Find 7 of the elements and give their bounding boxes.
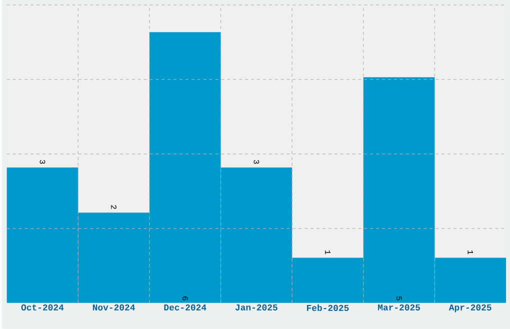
x-tick-label: Jan-2025: [235, 304, 278, 311]
x-tick-label: Feb-2025: [307, 304, 349, 312]
x-tick-label: Oct-2024: [21, 304, 64, 311]
x-tick-label: Mar-2025: [378, 304, 420, 311]
x-tick-label: Apr-2025: [448, 304, 492, 312]
x-tick-label: Nov-2024: [92, 304, 135, 311]
x-tick-label: Dec-2024: [164, 304, 206, 311]
